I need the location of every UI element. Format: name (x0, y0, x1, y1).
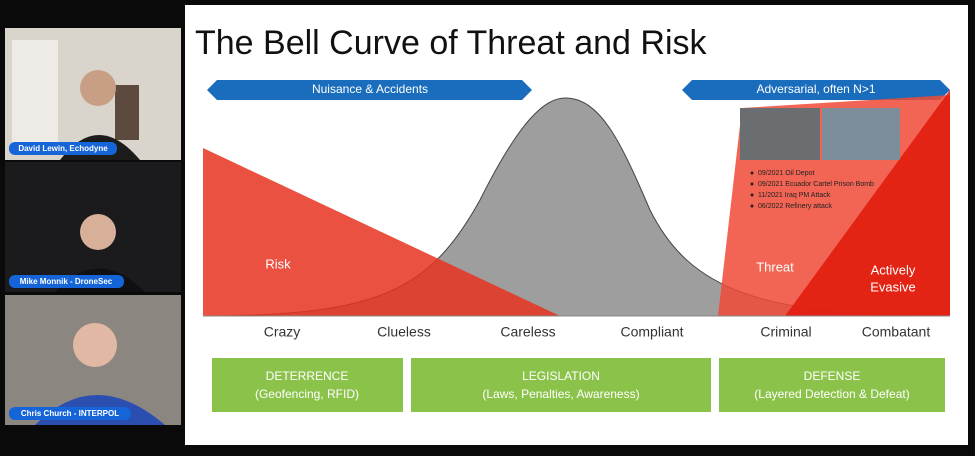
name-tag (9, 275, 124, 288)
participant-tile[interactable]: Chris Church - INTERPOL (5, 295, 181, 425)
incident: 06/2022 Refinery attack (758, 203, 832, 210)
door (12, 40, 58, 150)
evasive-area (785, 90, 950, 316)
area-label: Risk (265, 256, 291, 271)
incident-photo (822, 108, 900, 160)
banner-label: Adversarial, often N>1 (756, 82, 875, 96)
bullet (750, 204, 754, 208)
incident-photo (740, 108, 820, 160)
name-tag (9, 407, 131, 420)
scale-label: Compliant (620, 324, 683, 340)
head (73, 323, 117, 367)
participant-tile[interactable]: David Lewin, Echodyne (5, 28, 181, 160)
box-title: LEGISLATION (522, 369, 600, 383)
incident-list: 09/2021 Oil Depot 09/2021 Ecuador Cartel… (750, 170, 874, 210)
scale-label: Crazy (264, 324, 301, 340)
area-label: Threat (756, 259, 794, 274)
participant-name: David Lewin, Echodyne (18, 144, 108, 153)
slide: The Bell Curve of Threat and Risk Nuisan… (185, 5, 968, 445)
approach-box (411, 358, 711, 412)
box-subtitle: (Laws, Penalties, Awareness) (482, 387, 639, 401)
area-label: Evasive (870, 279, 916, 294)
incident: 09/2021 Oil Depot (758, 170, 814, 177)
name-tag (9, 142, 117, 155)
scale-label: Criminal (760, 324, 811, 340)
scale-label: Clueless (377, 324, 431, 340)
participant-name: Chris Church - INTERPOL (21, 409, 119, 418)
scale-label: Combatant (862, 324, 931, 340)
bullet (750, 182, 754, 186)
shelf (115, 85, 139, 140)
scale-label: Careless (500, 324, 555, 340)
approach-boxes: DETERRENCE (Geofencing, RFID) LEGISLATIO… (212, 358, 945, 412)
approach-box (719, 358, 945, 412)
banner-label: Nuisance & Accidents (312, 82, 428, 96)
box-subtitle: (Geofencing, RFID) (255, 387, 359, 401)
head (80, 70, 116, 106)
incident: 11/2021 Iraq PM Attack (758, 192, 831, 199)
approach-box (212, 358, 403, 412)
banner (207, 80, 532, 100)
bullet (750, 193, 754, 197)
area-label: Actively (871, 262, 916, 277)
bullet (750, 171, 754, 175)
slide-title: The Bell Curve of Threat and Risk (195, 24, 707, 62)
participant-tile[interactable]: Mike Monnik - DroneSec (5, 162, 181, 292)
banner (682, 80, 950, 100)
risk-area (203, 148, 560, 316)
scale-labels: Crazy Clueless Careless Compliant Crimin… (264, 324, 931, 340)
box-title: DEFENSE (804, 369, 861, 383)
head (80, 214, 116, 250)
participant-name: Mike Monnik - DroneSec (20, 277, 113, 286)
box-subtitle: (Layered Detection & Defeat) (754, 387, 909, 401)
incident: 09/2021 Ecuador Cartel Prison Bomb (758, 181, 874, 188)
box-title: DETERRENCE (266, 369, 349, 383)
